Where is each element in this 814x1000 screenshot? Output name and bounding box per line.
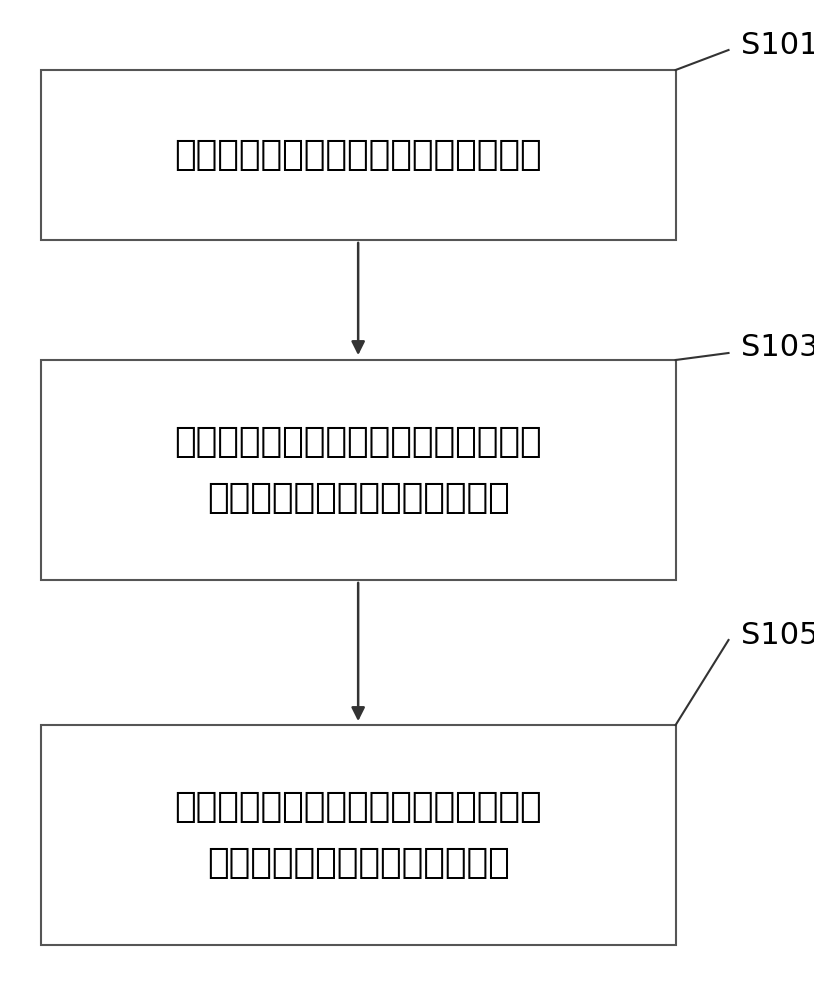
Text: 根据中心点的血管半径进行视网膜血管
三维重建，得到视网膜血管模型: 根据中心点的血管半径进行视网膜血管 三维重建，得到视网膜血管模型 [174, 790, 542, 880]
Bar [41, 70, 676, 240]
Text: 根据骨骼图和血管边缘图，获取骨骼图
中骨骼上每个中心点的血管半径: 根据骨骼图和血管边缘图，获取骨骼图 中骨骼上每个中心点的血管半径 [174, 425, 542, 515]
Text: S105: S105 [741, 620, 814, 650]
Text: 获取视网膜血管的骨骼图和血管边缘图: 获取视网膜血管的骨骼图和血管边缘图 [174, 138, 542, 172]
Text: S101: S101 [741, 30, 814, 60]
Bar [41, 360, 676, 580]
Text: S103: S103 [741, 334, 814, 362]
Bar [41, 725, 676, 945]
